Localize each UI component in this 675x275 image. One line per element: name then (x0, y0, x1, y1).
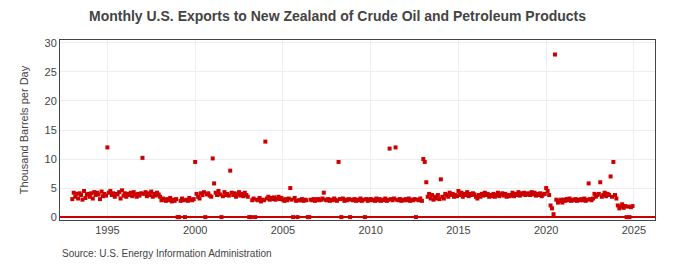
svg-text:10: 10 (45, 153, 57, 165)
svg-text:Monthly U.S. Exports to New Ze: Monthly U.S. Exports to New Zealand of C… (89, 8, 586, 24)
svg-text:2025: 2025 (622, 224, 646, 236)
svg-text:1995: 1995 (95, 224, 119, 236)
svg-text:Source: U.S. Energy Informatio: Source: U.S. Energy Information Administ… (62, 248, 272, 259)
svg-text:Thousand Barrels per Day: Thousand Barrels per Day (18, 65, 30, 194)
svg-text:25: 25 (45, 66, 57, 78)
svg-text:2020: 2020 (534, 224, 558, 236)
svg-text:20: 20 (45, 95, 57, 107)
svg-text:2015: 2015 (446, 224, 470, 236)
svg-text:15: 15 (45, 124, 57, 136)
svg-text:2010: 2010 (358, 224, 382, 236)
svg-text:2005: 2005 (271, 224, 295, 236)
svg-text:5: 5 (51, 182, 57, 194)
svg-text:2000: 2000 (183, 224, 207, 236)
svg-text:0: 0 (51, 211, 57, 223)
svg-text:30: 30 (45, 37, 57, 49)
